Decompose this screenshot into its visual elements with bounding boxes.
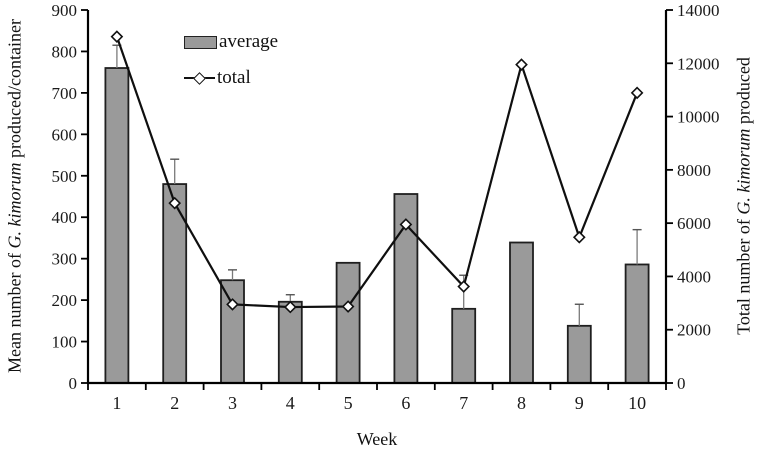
total-marker-week-8 xyxy=(515,58,528,71)
bar-week-4 xyxy=(277,300,303,384)
legend-item-total: total xyxy=(184,67,278,89)
total-marker-week-4 xyxy=(283,300,297,314)
left-tick-label: 300 xyxy=(52,250,78,269)
total-marker-week-5 xyxy=(341,300,355,313)
left-axis-title-part: produced/container xyxy=(4,19,25,163)
x-category-label: 6 xyxy=(401,393,410,413)
bar-swatch-icon xyxy=(184,35,217,49)
right-tick-label: 4000 xyxy=(677,267,711,286)
bar-week-2 xyxy=(162,183,188,384)
left-axis-title-species: G. kimorum xyxy=(4,162,25,249)
right-axis-title: Total number of G. kimorum produced xyxy=(734,57,755,335)
total-marker-week-3 xyxy=(226,298,239,311)
x-category-label: 1 xyxy=(112,393,121,413)
total-marker-week-2 xyxy=(168,196,182,210)
total-marker-week-9 xyxy=(572,230,586,244)
legend: average total xyxy=(184,31,278,103)
right-tick-label: 12000 xyxy=(677,54,720,73)
x-category-label: 3 xyxy=(228,393,237,413)
left-tick-label: 200 xyxy=(52,291,78,310)
x-category-label: 10 xyxy=(628,393,646,413)
x-category-label: 9 xyxy=(575,393,584,413)
left-axis-title: Mean number of G. kimorum produced/conta… xyxy=(5,19,26,373)
x-category-label: 7 xyxy=(459,393,468,413)
legend-label-total: total xyxy=(217,67,251,88)
x-category-label: 2 xyxy=(170,393,179,413)
total-marker-week-1 xyxy=(110,30,124,43)
total-marker-week-10 xyxy=(630,86,644,100)
total-marker-week-6 xyxy=(399,218,413,231)
left-tick-label: 400 xyxy=(52,208,78,227)
left-tick-label: 100 xyxy=(52,333,78,352)
right-tick-label: 8000 xyxy=(677,161,711,180)
right-axis-title-species: G. kimorum xyxy=(733,128,754,215)
left-tick-label: 500 xyxy=(52,167,78,186)
left-tick-label: 600 xyxy=(52,125,78,144)
bar-week-7 xyxy=(451,307,477,384)
bar-week-1 xyxy=(104,67,130,384)
line-swatch-icon xyxy=(184,71,215,85)
bar-week-9 xyxy=(566,324,592,384)
right-tick-label: 6000 xyxy=(677,214,711,233)
diamond-marker-icon xyxy=(193,71,206,85)
right-tick-label: 0 xyxy=(677,374,686,393)
right-tick-label: 14000 xyxy=(677,1,720,20)
right-axis-title-part: produced xyxy=(733,57,754,129)
total-marker-week-7 xyxy=(457,280,471,293)
x-axis-title: Week xyxy=(356,429,398,449)
bar-week-8 xyxy=(509,241,534,384)
right-tick-label: 10000 xyxy=(677,108,720,127)
x-category-label: 4 xyxy=(286,393,295,413)
right-tick-label: 2000 xyxy=(677,321,711,340)
bar-week-10 xyxy=(624,263,650,384)
left-tick-label: 800 xyxy=(52,42,78,61)
x-category-label: 5 xyxy=(344,393,353,413)
legend-item-average: average xyxy=(184,31,278,53)
right-axis-title-part: Total number of xyxy=(733,214,754,335)
x-category-label: 8 xyxy=(517,393,526,413)
left-tick-label: 700 xyxy=(52,84,78,103)
left-tick-label: 900 xyxy=(52,1,78,20)
bar-week-3 xyxy=(220,279,245,384)
left-axis-title-part: Mean number of xyxy=(4,248,25,373)
legend-label-average: average xyxy=(219,31,279,52)
left-tick-label: 0 xyxy=(69,374,78,393)
total-line xyxy=(115,36,639,309)
bar-week-5 xyxy=(335,261,361,384)
